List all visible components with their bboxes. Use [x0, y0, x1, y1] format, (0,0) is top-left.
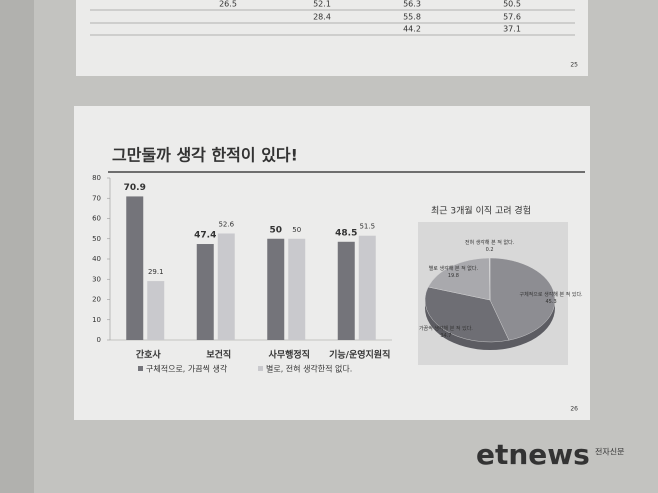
- legend-label: 구체적으로, 가끔씩 생각: [146, 364, 228, 374]
- y-tick-label: 70: [92, 194, 101, 202]
- y-tick-label: 30: [92, 275, 101, 283]
- y-tick-label: 0: [97, 336, 101, 344]
- y-tick-label: 50: [92, 235, 101, 243]
- slide-title: 그만둘까 생각 한적이 있다!: [112, 146, 298, 165]
- slice-label: 전혀 생각해 본 적 없다. 0.2: [465, 239, 515, 253]
- slice-value: 34.7: [440, 332, 451, 338]
- table-cell: 26.5: [219, 0, 237, 9]
- y-tick-label: 80: [92, 174, 101, 182]
- pie-slice: [424, 286, 510, 343]
- table-cell: 56.3: [403, 0, 421, 9]
- bar: [196, 244, 214, 340]
- table-cell: 52.1: [313, 0, 331, 9]
- bar: [358, 235, 376, 340]
- slice-value: 45.3: [546, 299, 557, 305]
- value-label: 50: [292, 226, 301, 234]
- slice-label: 별로 생각해 본 적 없다. 19.8: [429, 264, 479, 278]
- slice-label: 가끔씩 생각해 본 적 있다. 34.7: [419, 324, 473, 338]
- slice-label: 구체적으로 생각해 본 적 있다. 45.3: [519, 291, 583, 305]
- bar: [267, 238, 285, 340]
- book-edge: [0, 0, 34, 493]
- table-cell: 37.1: [503, 25, 521, 34]
- pie-title: 최근 3개월 이직 고려 경험: [431, 205, 531, 217]
- bar: [147, 281, 165, 340]
- value-label: 50: [269, 225, 282, 235]
- slice-category: 구체적으로 생각해 본 적 있다.: [519, 291, 583, 298]
- top-page: [76, 0, 588, 76]
- value-label: 51.5: [359, 223, 375, 231]
- legend-label: 별로, 전혀 생각한적 없다.: [266, 364, 352, 374]
- table-cell: 57.6: [503, 13, 521, 22]
- x-tick-label: 사무행정직: [269, 349, 310, 361]
- slice-value: 0.2: [486, 247, 494, 253]
- x-tick-label: 간호사: [136, 349, 162, 361]
- y-tick-label: 40: [92, 255, 101, 263]
- y-tick-label: 10: [92, 316, 101, 324]
- table-cell: 55.8: [403, 13, 421, 22]
- y-tick-label: 20: [92, 296, 101, 304]
- bar: [337, 241, 355, 340]
- slice-category: 전혀 생각해 본 적 없다.: [465, 239, 515, 246]
- bar: [288, 238, 306, 340]
- bar: [126, 196, 144, 340]
- slice-category: 가끔씩 생각해 본 적 있다.: [419, 324, 473, 331]
- watermark: etnews: [476, 438, 590, 471]
- value-label: 70.9: [124, 183, 146, 193]
- pie-slice: [488, 257, 491, 301]
- value-label: 52.6: [218, 220, 234, 228]
- value-label: 48.5: [335, 228, 357, 238]
- legend-swatch: [138, 366, 143, 371]
- value-label: 29.1: [148, 268, 164, 276]
- slice-category: 별로 생각해 본 적 없다.: [429, 264, 479, 271]
- page-number: 25: [570, 62, 578, 69]
- x-tick-label: 기능/운영지원직: [329, 349, 390, 361]
- y-tick-label: 60: [92, 215, 101, 223]
- value-label: 47.4: [194, 231, 216, 241]
- legend-swatch: [258, 366, 263, 371]
- x-tick-label: 보건직: [206, 349, 231, 361]
- watermark-sub: 전자신문: [595, 447, 624, 457]
- table-cell: 28.4: [313, 13, 331, 22]
- pie-slice: [427, 257, 491, 301]
- page-number: 26: [570, 406, 578, 413]
- table-cell: 50.5: [503, 0, 521, 9]
- pie-slice: [489, 257, 556, 341]
- table-cell: 44.2: [403, 25, 421, 34]
- bar: [217, 233, 235, 340]
- slice-value: 19.8: [448, 272, 459, 278]
